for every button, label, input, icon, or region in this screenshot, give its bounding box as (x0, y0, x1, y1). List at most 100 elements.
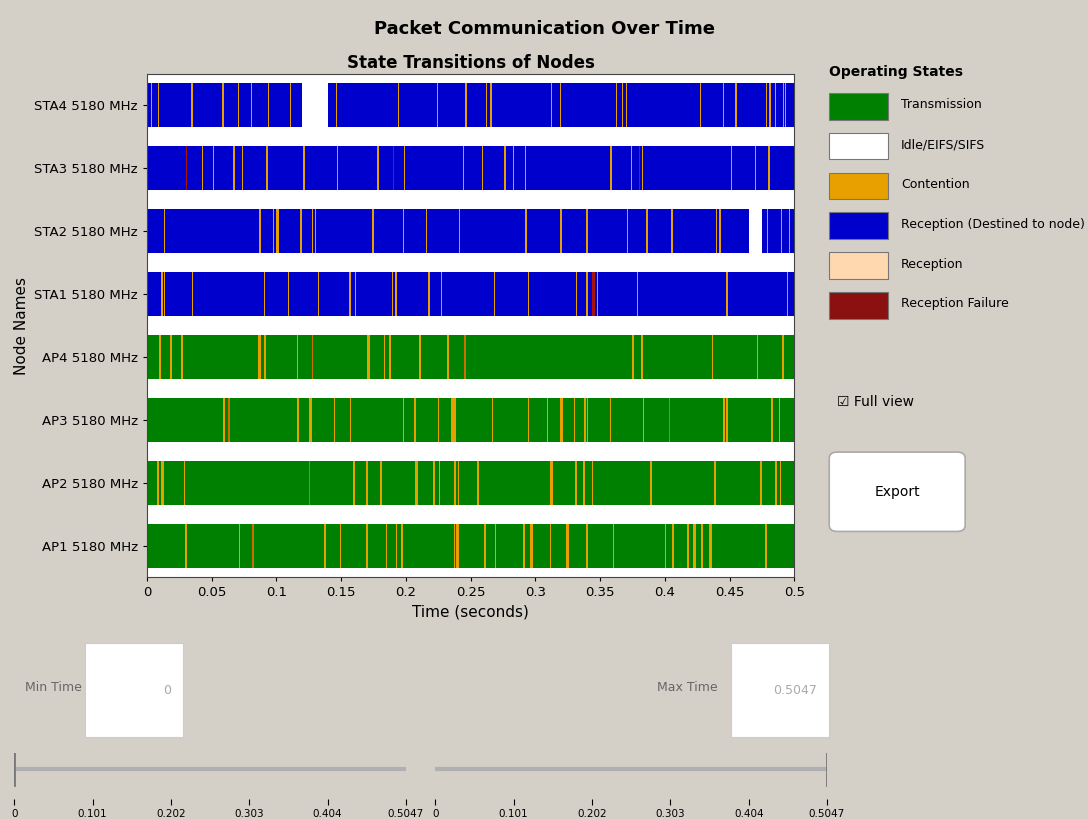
Bar (781, 209, 782, 253)
Bar (616, 84, 617, 127)
Bar (592, 272, 595, 316)
Bar (159, 335, 161, 379)
Bar (233, 146, 235, 190)
Bar (147, 461, 794, 505)
Bar (627, 209, 628, 253)
Bar (726, 398, 728, 442)
Bar (150, 84, 152, 127)
Bar (829, 292, 888, 319)
Bar (671, 524, 675, 568)
Bar (267, 146, 268, 190)
Bar (170, 335, 172, 379)
Bar (336, 146, 338, 190)
Bar (494, 272, 495, 316)
Bar (147, 524, 794, 568)
Bar (586, 398, 589, 442)
Bar (355, 272, 356, 316)
Bar (276, 209, 277, 253)
Bar (454, 524, 455, 568)
Bar (388, 335, 391, 379)
Bar (712, 335, 714, 379)
Bar (586, 209, 588, 253)
Bar (324, 524, 325, 568)
Bar (829, 173, 888, 199)
Bar (610, 146, 611, 190)
Bar (583, 398, 585, 442)
Bar (223, 398, 225, 442)
Bar (272, 209, 274, 253)
Bar (787, 272, 788, 316)
Bar (250, 84, 251, 127)
Bar (531, 524, 533, 568)
Bar (426, 209, 428, 253)
Bar (297, 335, 298, 379)
Bar (512, 146, 514, 190)
Bar (780, 461, 781, 505)
Bar (688, 524, 689, 568)
Bar (650, 461, 652, 505)
Bar (222, 84, 224, 127)
Bar (526, 146, 527, 190)
Bar (314, 209, 316, 253)
Bar (715, 461, 716, 505)
Bar (396, 524, 397, 568)
Title: State Transitions of Nodes: State Transitions of Nodes (347, 54, 594, 72)
Bar (576, 272, 577, 316)
Y-axis label: Node Names: Node Names (14, 277, 28, 374)
Bar (761, 461, 763, 505)
Text: Reception Failure: Reception Failure (901, 297, 1009, 310)
Bar (456, 524, 458, 568)
FancyBboxPatch shape (829, 452, 965, 532)
Bar (671, 209, 672, 253)
Bar (766, 84, 767, 127)
Text: Packet Communication Over Time: Packet Communication Over Time (373, 20, 715, 38)
Bar (228, 398, 230, 442)
Bar (147, 209, 749, 253)
Bar (560, 398, 562, 442)
Bar (492, 398, 493, 442)
Text: Reception: Reception (901, 257, 964, 270)
Bar (458, 524, 459, 568)
Bar (302, 84, 329, 127)
Bar (781, 335, 783, 379)
Text: Operating States: Operating States (829, 65, 963, 79)
Bar (560, 209, 561, 253)
Bar (413, 398, 416, 442)
Bar (164, 272, 165, 316)
Bar (304, 146, 305, 190)
X-axis label: Time (seconds): Time (seconds) (412, 605, 529, 620)
Bar (341, 524, 342, 568)
Bar (466, 84, 467, 127)
Bar (716, 209, 717, 253)
Bar (486, 84, 487, 127)
Bar (755, 146, 756, 190)
Bar (639, 146, 640, 190)
Bar (380, 461, 382, 505)
Bar (147, 146, 794, 190)
Bar (504, 146, 506, 190)
Bar (264, 272, 265, 316)
Bar (455, 461, 456, 505)
Bar (459, 209, 460, 253)
Bar (312, 335, 313, 379)
Bar (491, 84, 492, 127)
Bar (403, 398, 405, 442)
Bar (702, 524, 703, 568)
Bar (238, 524, 239, 568)
Bar (350, 398, 351, 442)
Bar (643, 398, 644, 442)
Bar (184, 461, 185, 505)
Bar (242, 146, 243, 190)
Bar (727, 272, 728, 316)
Bar (191, 84, 193, 127)
Bar (749, 209, 762, 253)
Bar (202, 146, 203, 190)
Text: Export: Export (875, 485, 920, 499)
Bar (436, 84, 438, 127)
Bar (161, 272, 163, 316)
Bar (367, 335, 370, 379)
Bar (528, 398, 529, 442)
Bar (775, 461, 777, 505)
Bar (597, 272, 598, 316)
Bar (378, 146, 379, 190)
